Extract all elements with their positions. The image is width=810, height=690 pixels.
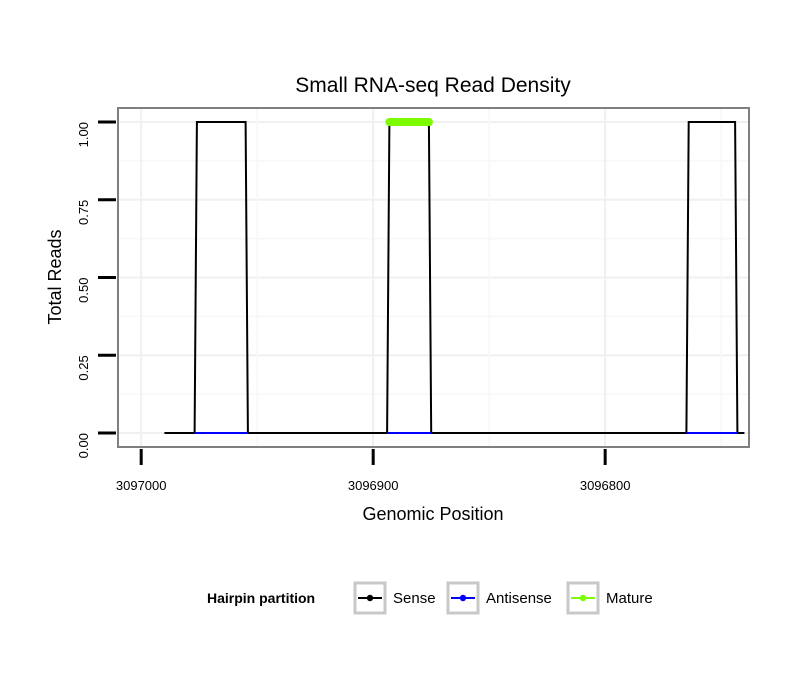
legend-key-point bbox=[366, 594, 374, 602]
legend-item-antisense: Antisense bbox=[446, 581, 552, 615]
legend-label: Antisense bbox=[486, 590, 552, 607]
x-tick-label: 3096800 bbox=[580, 478, 631, 493]
y-tick-label: 1.00 bbox=[76, 122, 91, 147]
legend-item-sense: Sense bbox=[353, 581, 436, 615]
legend-items: Sense Antisense Mature bbox=[353, 581, 653, 615]
legend-key-point bbox=[459, 594, 467, 602]
x-tick-label: 3096900 bbox=[348, 478, 399, 493]
legend-label: Sense bbox=[393, 590, 436, 607]
x-axis-label: Genomic Position bbox=[362, 504, 503, 524]
legend-item-mature: Mature bbox=[566, 581, 653, 615]
y-tick-label: 0.75 bbox=[76, 200, 91, 225]
y-axis: 0.00 0.25 0.50 0.75 1.00 bbox=[76, 120, 116, 458]
y-axis-label: Total Reads bbox=[45, 229, 65, 324]
x-tick-label: 3097000 bbox=[116, 478, 167, 493]
x-axis: 3097000 3096900 3096800 bbox=[116, 449, 631, 493]
y-tick-label: 0.25 bbox=[76, 355, 91, 380]
legend: Hairpin partition Sense Antisense Mature bbox=[207, 581, 653, 615]
legend-key-point bbox=[579, 594, 587, 602]
chart-title: Small RNA-seq Read Density bbox=[295, 74, 571, 97]
legend-label: Mature bbox=[606, 590, 653, 607]
y-tick-label: 0.00 bbox=[76, 433, 91, 458]
series-layer bbox=[164, 118, 745, 434]
y-tick-label: 0.50 bbox=[76, 278, 91, 303]
legend-title: Hairpin partition bbox=[207, 590, 315, 606]
plot-border bbox=[117, 107, 750, 448]
